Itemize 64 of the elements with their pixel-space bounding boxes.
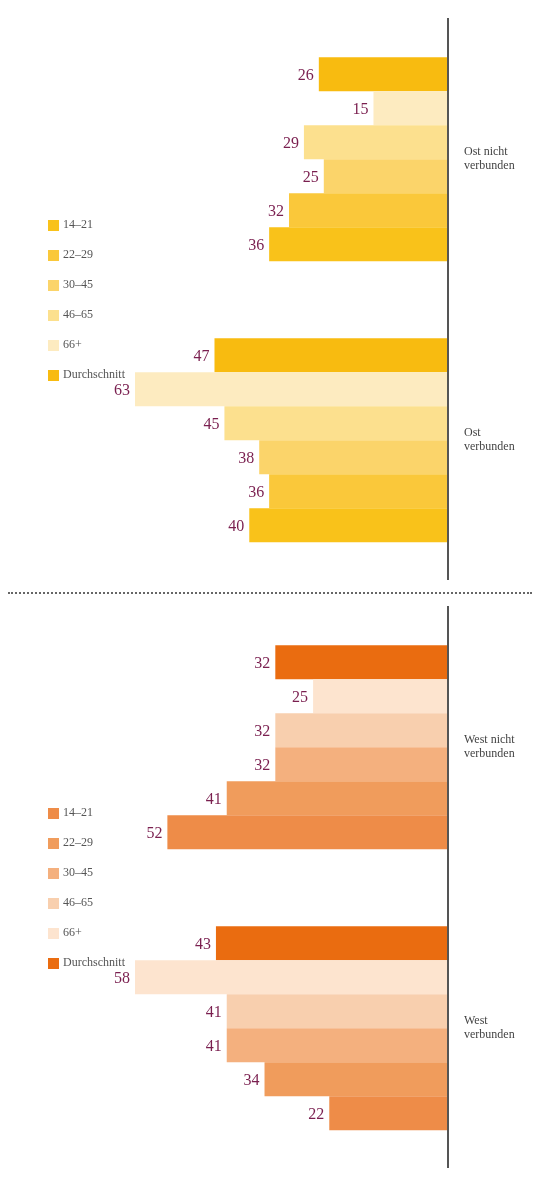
bar <box>135 372 448 407</box>
bar <box>224 406 448 441</box>
bar <box>214 338 448 373</box>
data-label: 47 <box>193 347 210 365</box>
data-label: 25 <box>292 688 309 706</box>
bar <box>269 227 448 262</box>
data-label: 29 <box>282 134 299 152</box>
data-label: 43 <box>194 935 211 953</box>
bar <box>275 713 448 748</box>
legend-label: 66+ <box>63 925 82 939</box>
data-label: 25 <box>302 168 319 186</box>
legend-label: 14–21 <box>63 805 93 819</box>
bar <box>318 57 448 92</box>
legend-label: Durchschnitt <box>63 367 125 381</box>
data-label: 41 <box>205 1003 222 1021</box>
data-label: 32 <box>254 722 271 740</box>
bar <box>264 1062 448 1097</box>
bar <box>269 474 448 509</box>
bar <box>289 193 448 228</box>
data-label: 34 <box>243 1071 260 1089</box>
y-tick-label: West nicht verbunden <box>464 731 516 760</box>
legend-label: 30–45 <box>63 277 93 291</box>
bar <box>167 815 448 850</box>
bar <box>215 926 448 961</box>
bar <box>226 781 448 816</box>
legend-label: 46–65 <box>63 895 93 909</box>
y-tick-label: West verbunden <box>464 1012 515 1041</box>
bar <box>226 994 448 1029</box>
data-label: 15 <box>352 100 369 118</box>
data-label: 22 <box>308 1105 325 1123</box>
data-label: 26 <box>297 66 314 84</box>
legend-label: 46–65 <box>63 307 93 321</box>
bar <box>249 508 448 543</box>
bar <box>226 1028 448 1063</box>
data-label: 45 <box>203 415 220 433</box>
data-label: 32 <box>254 654 271 672</box>
data-label: 32 <box>268 202 285 220</box>
y-tick-label: Ost nicht verbunden <box>464 143 515 172</box>
data-label: 58 <box>114 969 130 987</box>
data-label: 41 <box>205 1037 222 1055</box>
y-tick-label: Ost verbunden <box>464 424 515 453</box>
data-label: 36 <box>248 483 265 501</box>
legend-label: 66+ <box>63 337 82 351</box>
data-label: 38 <box>238 449 255 467</box>
bar <box>275 747 448 782</box>
data-label: 40 <box>228 517 245 535</box>
bar <box>313 679 448 714</box>
bar <box>373 91 448 126</box>
bar <box>135 960 448 995</box>
bar <box>259 440 448 475</box>
legend-label: 30–45 <box>63 865 93 879</box>
bar <box>329 1096 448 1131</box>
bar <box>275 645 448 680</box>
legend-label: 22–29 <box>63 247 93 261</box>
legend-label: 22–29 <box>63 835 93 849</box>
legend-label: Durchschnitt <box>63 955 125 969</box>
legend-label: 14–21 <box>63 217 93 231</box>
data-label: 41 <box>205 790 222 808</box>
data-label: 32 <box>254 756 271 774</box>
bar <box>303 125 448 160</box>
bar <box>323 159 448 194</box>
data-label: 63 <box>114 381 130 399</box>
data-label: 52 <box>146 824 163 842</box>
data-label: 36 <box>248 236 265 254</box>
